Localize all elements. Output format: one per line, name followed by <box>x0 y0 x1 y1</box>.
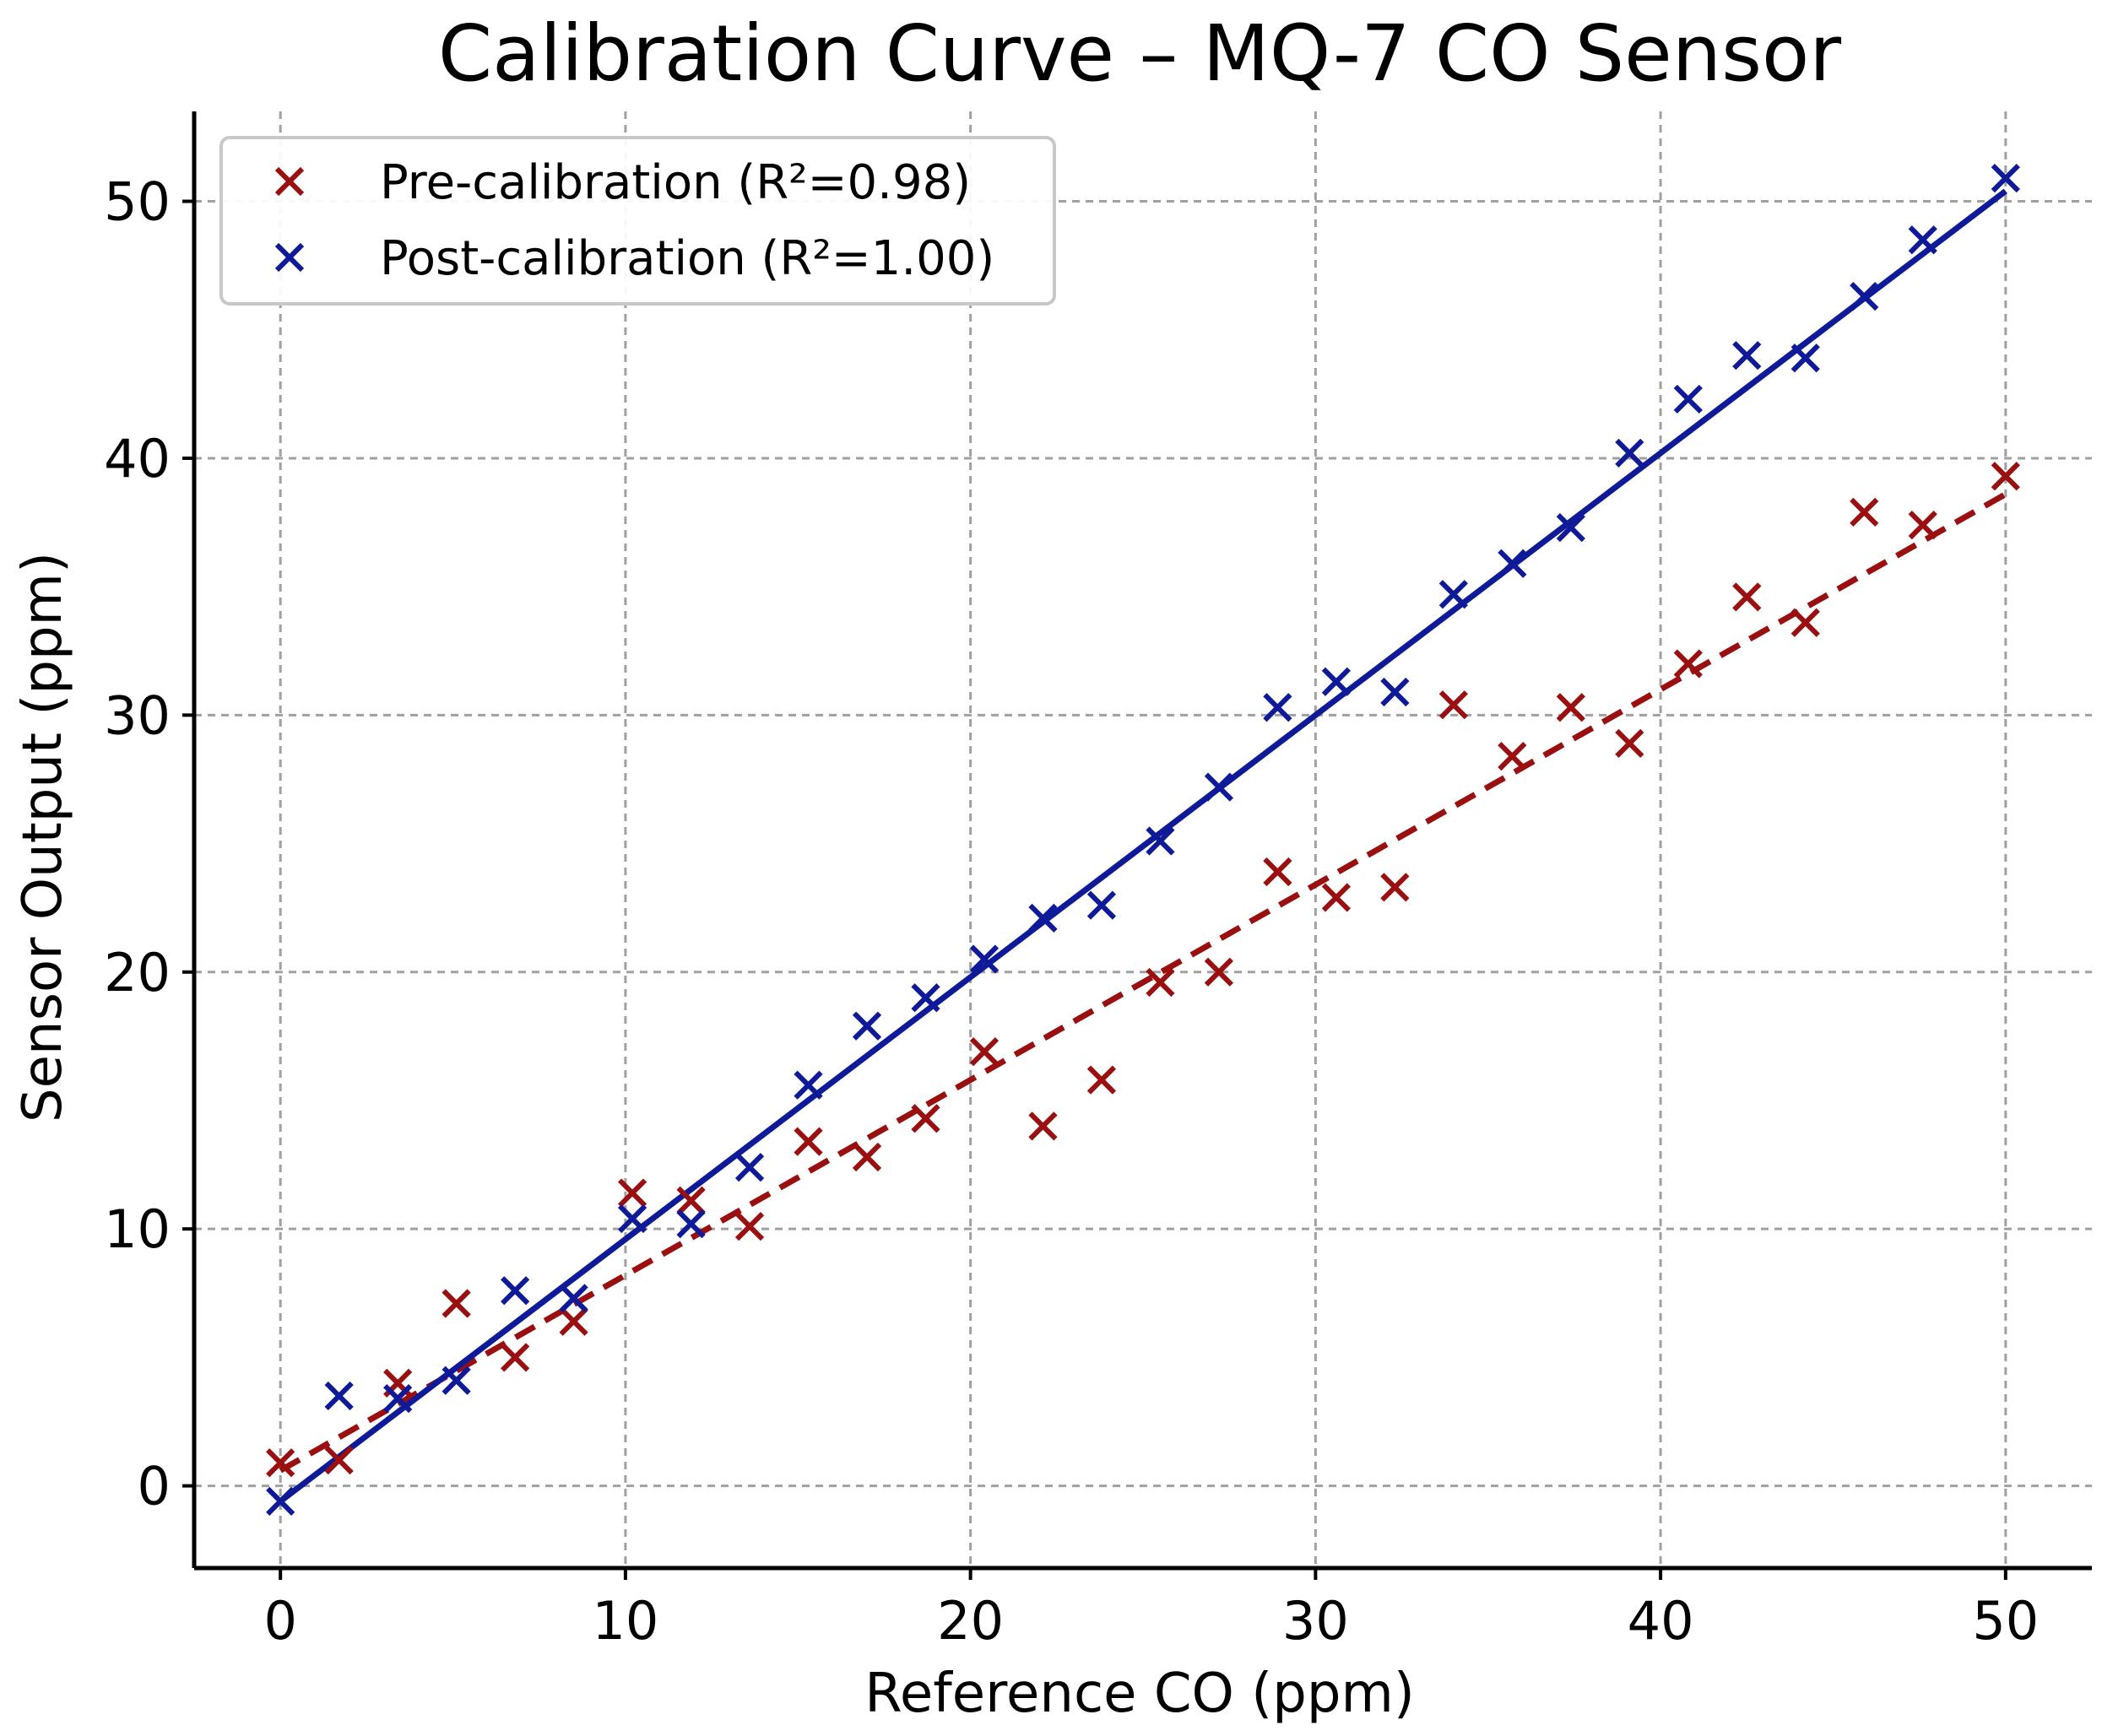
pre-calibration-point <box>1556 693 1585 722</box>
pre-calibration-point <box>266 1448 295 1478</box>
post-calibration-point <box>1380 677 1410 707</box>
post-calibration-point <box>324 1381 354 1411</box>
y-tick-label: 40 <box>104 428 171 489</box>
post-calibration-point <box>794 1070 823 1100</box>
pre-calibration-point <box>500 1343 530 1372</box>
post-calibration-point <box>1991 164 2020 193</box>
pre-calibration-point <box>969 1037 1000 1067</box>
legend-box <box>219 136 1056 306</box>
grid-lines <box>194 111 2092 1568</box>
pre-calibration-point <box>1438 690 1468 720</box>
post-calibration-point <box>383 1383 413 1414</box>
pre-calibration-point <box>1146 967 1175 998</box>
pre-calibration-point <box>1991 462 2020 491</box>
pre-calibration-point <box>1498 741 1527 771</box>
pre-calibration-point <box>852 1142 882 1172</box>
x-tick-label: 30 <box>1282 1590 1349 1652</box>
pre-calibration-point <box>1850 497 1879 527</box>
pre-calibration-point <box>794 1127 823 1156</box>
y-tick-label: 30 <box>104 684 171 746</box>
post-calibration-point <box>1438 580 1468 609</box>
pre-calibration-point <box>1380 873 1410 902</box>
post-calibration-point <box>911 983 940 1013</box>
post-calibration-point <box>1263 693 1292 722</box>
post-calibration-point <box>1615 438 1644 468</box>
post-calibration-point <box>1086 890 1117 920</box>
legend-marker <box>274 166 305 197</box>
post-calibration-fit-line <box>279 188 2007 1504</box>
pre-calibration-point <box>1028 1111 1058 1141</box>
pre-calibration-point <box>1204 957 1234 987</box>
pre-calibration-point <box>617 1178 647 1208</box>
pre-calibration-point <box>1790 608 1820 637</box>
pre-calibration-point <box>1086 1065 1117 1095</box>
post-calibration-point <box>969 944 1000 974</box>
post-calibration-point <box>1732 341 1762 370</box>
post-calibration-point <box>1790 343 1820 373</box>
x-axis-label: Reference CO (ppm) <box>864 1663 1415 1725</box>
pre-calibration-fit-line <box>279 491 2007 1474</box>
legend-label: Pre-calibration (R²=0.98) <box>380 155 971 210</box>
post-calibration-point <box>559 1284 588 1313</box>
pre-calibration-point <box>1732 582 1762 612</box>
data-points <box>266 164 2020 1516</box>
pre-calibration-point <box>911 1104 940 1133</box>
x-tick-label: 40 <box>1628 1590 1694 1652</box>
post-calibration-point <box>852 1011 882 1041</box>
post-calibration-point <box>676 1209 706 1239</box>
y-axis-label: Sensor Output (ppm) <box>12 552 74 1122</box>
y-tick-label: 20 <box>104 942 171 1003</box>
pre-calibration-point <box>734 1212 765 1241</box>
post-calibration-point <box>1204 772 1234 802</box>
fit-lines <box>279 188 2007 1504</box>
post-calibration-point <box>1556 513 1585 543</box>
y-tick-label: 10 <box>104 1198 171 1260</box>
y-tick-label: 50 <box>104 171 171 233</box>
post-calibration-point <box>1673 384 1703 414</box>
pre-calibration-point <box>1673 649 1703 679</box>
legend: Pre-calibration (R²=0.98) Post-calibratio… <box>219 136 1056 306</box>
x-tick-label: 10 <box>592 1590 658 1652</box>
post-calibration-point <box>734 1153 765 1182</box>
legend-marker <box>274 242 305 273</box>
pre-calibration-point <box>1321 883 1352 912</box>
y-tick-label: 0 <box>138 1456 171 1517</box>
pre-calibration-point <box>324 1446 354 1475</box>
pre-calibration-point <box>1615 728 1644 758</box>
post-calibration-point <box>1028 903 1058 933</box>
chart-title: Calibration Curve – MQ-7 CO Sensor <box>438 8 1841 99</box>
x-tick-label: 50 <box>1972 1590 2039 1652</box>
pre-calibration-point <box>1263 857 1292 887</box>
post-calibration-point <box>1908 225 1937 255</box>
pre-calibration-point <box>1908 510 1937 540</box>
post-calibration-point <box>442 1366 471 1395</box>
post-calibration-point <box>1498 549 1527 578</box>
x-tick-label: 0 <box>263 1590 296 1652</box>
post-calibration-point <box>500 1276 530 1306</box>
post-calibration-point <box>617 1203 647 1234</box>
post-calibration-point <box>1321 667 1352 696</box>
pre-calibration-point <box>559 1306 588 1336</box>
pre-calibration-point <box>442 1289 471 1318</box>
pre-calibration-point <box>676 1186 706 1215</box>
post-calibration-point <box>266 1486 295 1516</box>
x-tick-label: 20 <box>937 1590 1004 1652</box>
post-calibration-point <box>1146 826 1175 856</box>
post-calibration-point <box>1850 282 1879 311</box>
legend-label: Post-calibration (R²=1.00) <box>380 231 994 286</box>
axis-ticks: 0 10 20 30 40 50 0 10 20 30 40 50 <box>104 171 2039 1652</box>
